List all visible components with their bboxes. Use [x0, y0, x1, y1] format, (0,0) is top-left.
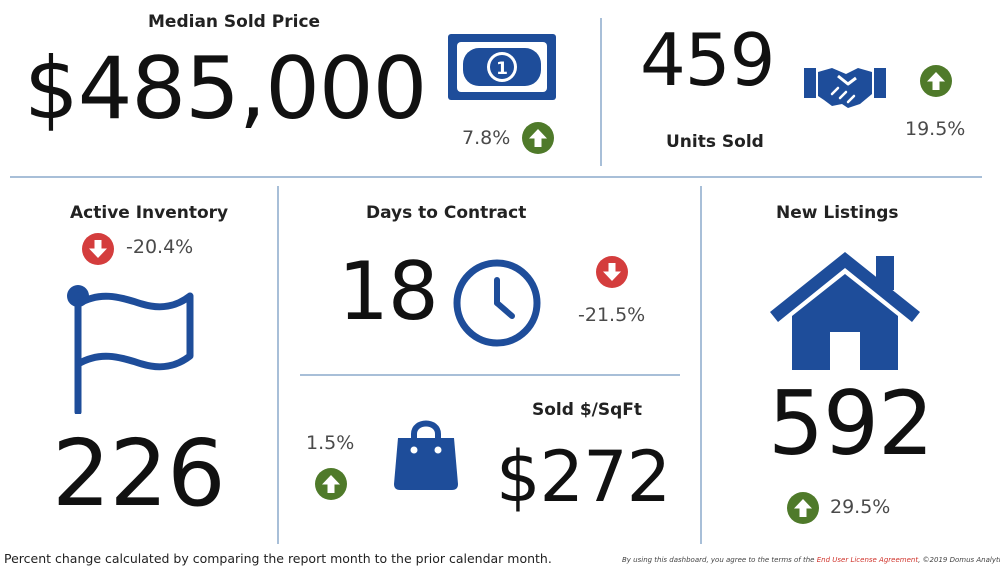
up-arrow-icon: [920, 65, 952, 97]
handshake-icon: [804, 68, 886, 108]
footer-terms: By using this dashboard, you agree to th…: [622, 556, 1000, 564]
divider-right-vertical: [700, 186, 702, 544]
days-to-contract-label: Days to Contract: [366, 203, 527, 223]
units-sold-change: 19.5%: [905, 118, 966, 140]
clock-icon: [453, 259, 541, 347]
units-sold-value: 459: [640, 18, 775, 102]
house-icon: [770, 252, 920, 370]
median-sold-price-label: Median Sold Price: [148, 12, 321, 32]
sold-per-sqft-change: 1.5%: [306, 432, 355, 454]
days-to-contract-change: -21.5%: [578, 304, 646, 326]
flag-icon: [67, 285, 194, 414]
footer-terms-prefix: By using this dashboard, you agree to th…: [622, 556, 815, 564]
sold-per-sqft-value: $272: [496, 436, 671, 518]
divider-left-vertical: [277, 186, 279, 544]
divider-top-horizontal: [10, 176, 982, 178]
median-sold-price-change: 7.8%: [462, 127, 511, 149]
new-listings-label: New Listings: [776, 203, 899, 223]
shopping-bag-icon: [394, 420, 458, 490]
active-inventory-change: -20.4%: [126, 236, 194, 258]
sold-per-sqft-label: Sold $/SqFt: [532, 400, 643, 420]
footer-copyright: ©2019 Domus Analytics: [922, 556, 1000, 564]
units-sold-label: Units Sold: [666, 132, 764, 152]
median-sold-price-value: $485,000: [24, 39, 427, 139]
divider-top-vertical: [600, 18, 602, 166]
days-to-contract-value: 18: [338, 245, 439, 338]
svg-text:1: 1: [496, 59, 508, 79]
up-arrow-icon: [315, 468, 347, 500]
new-listings-value: 592: [768, 372, 934, 475]
active-inventory-value: 226: [52, 420, 226, 527]
divider-middle-horizontal: [300, 374, 680, 376]
footer-note: Percent change calculated by comparing t…: [4, 551, 552, 566]
dollar-bill-icon: 1: [448, 34, 556, 100]
up-arrow-icon: [787, 492, 819, 524]
down-arrow-icon: [596, 256, 628, 288]
up-arrow-icon: [522, 122, 554, 154]
new-listings-change: 29.5%: [830, 496, 891, 518]
active-inventory-label: Active Inventory: [70, 203, 229, 223]
down-arrow-icon: [82, 233, 114, 265]
eula-link[interactable]: End User License Agreement: [816, 556, 919, 564]
